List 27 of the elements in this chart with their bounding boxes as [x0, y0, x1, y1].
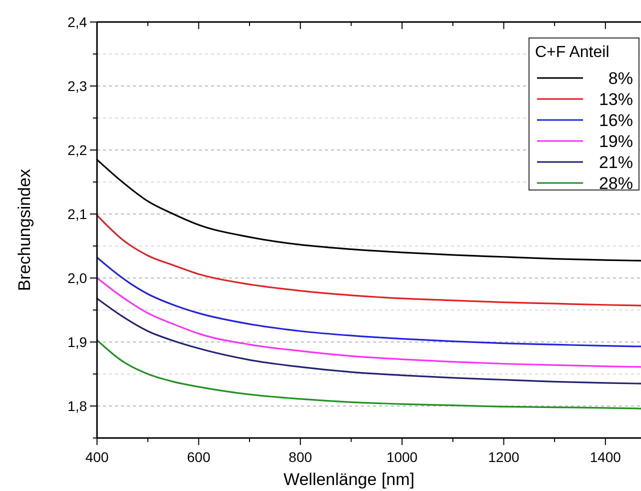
- y-tick-label: 2,2: [68, 142, 88, 158]
- x-tick-label: 1000: [386, 449, 418, 465]
- legend-label: 16%: [598, 110, 633, 130]
- legend-label: 21%: [598, 152, 633, 172]
- x-tick-label: 800: [288, 449, 312, 465]
- y-tick-label: 1,8: [68, 398, 88, 414]
- line-series: [96, 277, 641, 368]
- x-tick-label: 1200: [488, 449, 520, 465]
- legend-title: C+F Anteil: [535, 44, 610, 61]
- line-series: [96, 256, 641, 348]
- legend-label: 19%: [598, 132, 633, 151]
- legend-label: 28%: [598, 174, 633, 193]
- y-tick-label: 2,0: [68, 270, 88, 286]
- line-series: [96, 214, 641, 306]
- legend-label: 8%: [608, 68, 633, 88]
- line-series: [96, 298, 641, 384]
- x-tick-label: 1400: [590, 449, 622, 465]
- x-axis-title: Wellenlänge [nm]: [283, 470, 415, 489]
- y-axis-title: Brechungsindex: [15, 168, 34, 291]
- y-tick-label: 2,3: [68, 78, 88, 94]
- y-tick-label: 2,4: [68, 14, 88, 30]
- x-tick-label: 400: [85, 449, 109, 465]
- y-tick-label: 1,9: [68, 334, 88, 350]
- y-tick-label: 2,1: [68, 206, 88, 222]
- line-series: [96, 339, 641, 410]
- legend-label: 13%: [598, 90, 633, 109]
- x-tick-label: 600: [187, 449, 211, 465]
